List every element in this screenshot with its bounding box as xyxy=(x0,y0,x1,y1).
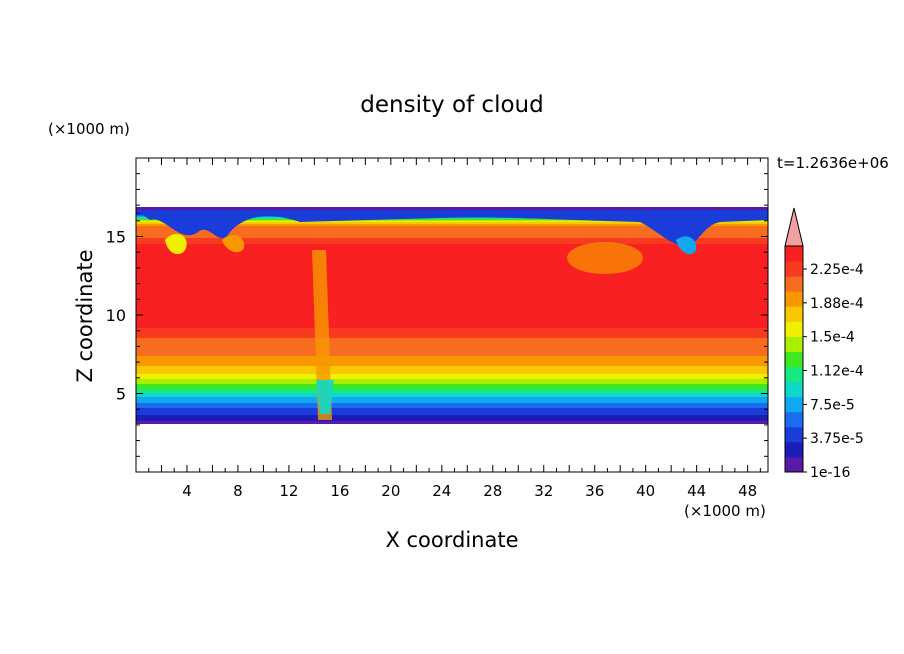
colorbar-swatch xyxy=(785,441,803,458)
colorbar-swatch xyxy=(785,291,803,307)
colorbar-swatch xyxy=(785,366,803,383)
y-tick-label: 15 xyxy=(106,228,126,247)
y-unit-label: (×1000 m) xyxy=(48,120,130,138)
y-axis-label: Z coordinate xyxy=(73,249,97,382)
swirl-left xyxy=(165,233,187,255)
colorbar-tick-label: 1e-16 xyxy=(810,465,850,481)
colorbar-extend-arrow xyxy=(784,207,804,247)
colorbar-tick-label: 7.5e-5 xyxy=(810,397,855,413)
x-tick-label: 4 xyxy=(182,482,192,500)
x-tick-label: 36 xyxy=(585,482,604,500)
x-tick-label: 12 xyxy=(279,482,298,500)
x-tick-label: 8 xyxy=(233,482,243,500)
y-tick-label: 10 xyxy=(106,306,126,325)
swirl-mid xyxy=(222,234,245,253)
colorbar-swatch xyxy=(785,306,803,322)
colorbar-swatch xyxy=(785,411,803,428)
colorbar-tick-label: 1.12e-4 xyxy=(810,364,864,380)
x-tick-label: 40 xyxy=(636,482,655,500)
time-label: t=1.2636e+06 xyxy=(777,154,889,172)
colorbar-tick-label: 3.75e-5 xyxy=(810,431,864,447)
x-tick-label: 20 xyxy=(381,482,400,500)
band-core xyxy=(136,244,768,328)
heatmap-area xyxy=(136,207,768,424)
colorbar-swatch xyxy=(785,426,803,443)
colorbar-swatch xyxy=(785,336,803,352)
x-tick-label: 44 xyxy=(687,482,706,500)
chart-title: density of cloud xyxy=(360,92,543,118)
cloud-top-swirls xyxy=(136,210,768,246)
colorbar-tick-label: 2.25e-4 xyxy=(810,262,864,278)
y-tick-label: 5 xyxy=(116,385,126,404)
convective-column xyxy=(312,250,332,420)
x-tick-label: 28 xyxy=(483,482,502,500)
colorbar-frame xyxy=(784,245,804,473)
colorbar-swatch xyxy=(785,321,803,337)
colorbar-tick-label: 1.5e-4 xyxy=(810,330,855,346)
colorbar-tick-label: 1.88e-4 xyxy=(810,296,864,312)
colorbar-swatch xyxy=(785,351,803,368)
colorbar-swatch xyxy=(785,456,803,473)
y-axis-ticks: 5 10 15 xyxy=(106,173,768,457)
colorbar-swatch xyxy=(785,261,803,277)
column-base xyxy=(316,380,334,414)
colorbar-swatch xyxy=(785,381,803,398)
x-axis-ticks: 4 8 12 16 20 24 28 32 36 40 44 48 xyxy=(148,158,761,500)
x-tick-label: 24 xyxy=(432,482,451,500)
colorbar-swatch xyxy=(785,246,803,262)
x-unit-label: (×1000 m) xyxy=(684,502,766,520)
warm-patch xyxy=(567,242,643,274)
colorbar: 2.25e-4 1.88e-4 1.5e-4 1.12e-4 7.5e-5 3.75e-5… xyxy=(784,207,864,481)
x-tick-label: 48 xyxy=(738,482,757,500)
colorbar-swatch xyxy=(785,276,803,292)
x-tick-label: 16 xyxy=(330,482,349,500)
x-tick-label: 32 xyxy=(534,482,553,500)
colorbar-swatch xyxy=(785,396,803,413)
swirl-right xyxy=(676,236,697,255)
x-axis-label: X coordinate xyxy=(385,528,518,552)
